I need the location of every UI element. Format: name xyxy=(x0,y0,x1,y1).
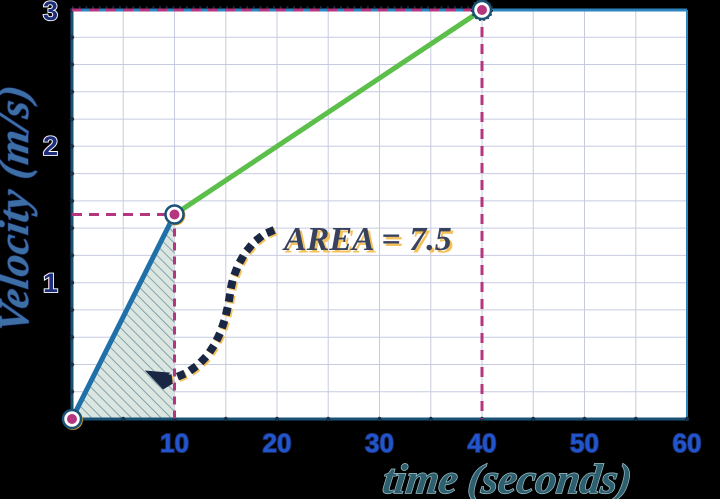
svg-text:30: 30 xyxy=(365,428,394,458)
svg-text:Velocity (m/s): Velocity (m/s) xyxy=(0,82,38,336)
svg-text:time (seconds): time (seconds) xyxy=(380,456,634,499)
svg-text:10: 10 xyxy=(160,428,189,458)
svg-text:50: 50 xyxy=(570,428,599,458)
svg-text:60: 60 xyxy=(673,428,702,458)
svg-text:2: 2 xyxy=(43,131,58,161)
svg-text:AREA = 7.5: AREA = 7.5 xyxy=(282,221,452,258)
svg-text:1: 1 xyxy=(43,268,58,298)
svg-text:3: 3 xyxy=(43,0,58,26)
svg-text:40: 40 xyxy=(468,428,497,458)
svg-text:20: 20 xyxy=(263,428,292,458)
